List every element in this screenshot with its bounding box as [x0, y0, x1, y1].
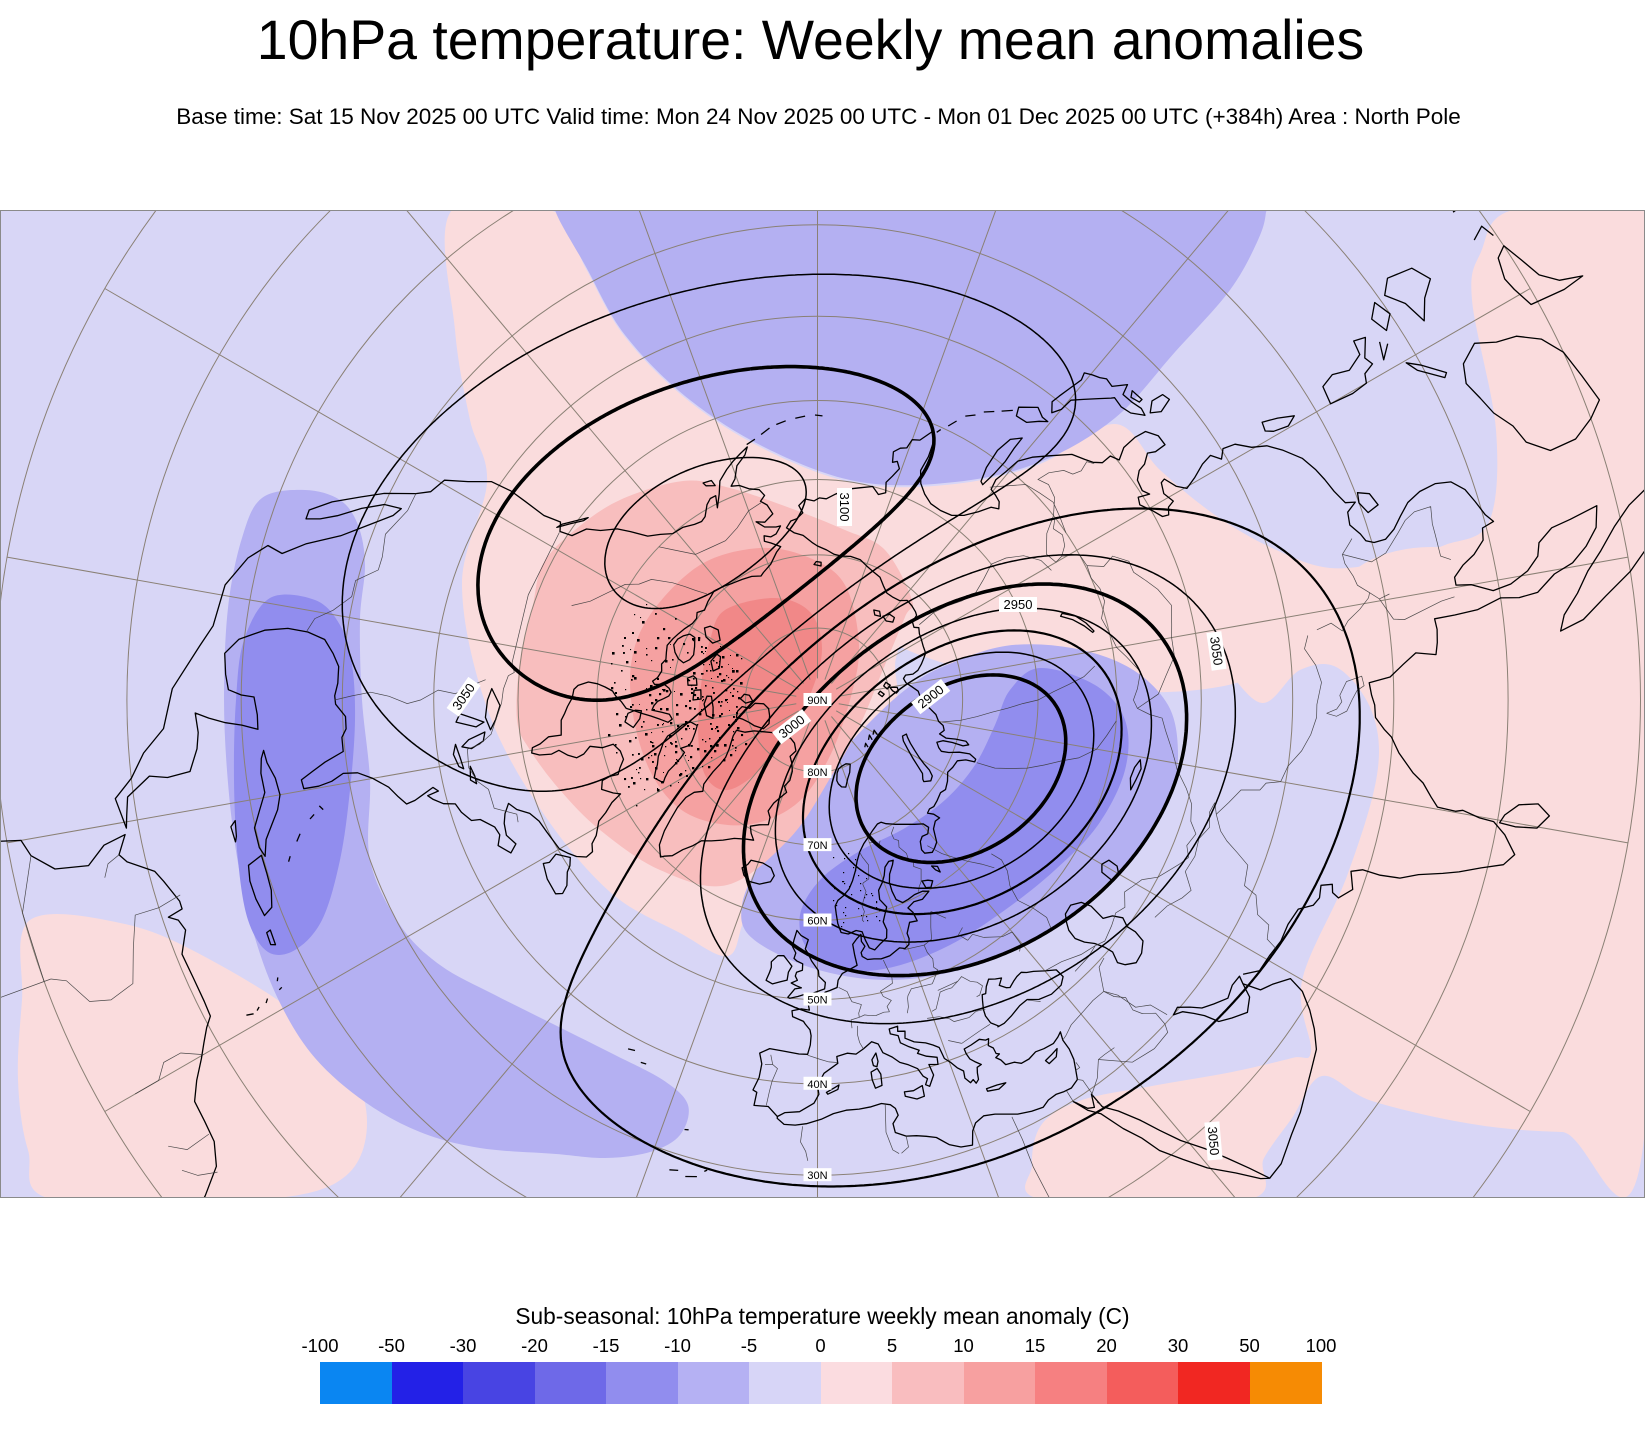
svg-text:60N: 60N: [807, 916, 827, 928]
svg-text:80N: 80N: [807, 767, 827, 779]
svg-text:90N: 90N: [807, 695, 827, 707]
svg-text:3100: 3100: [837, 493, 852, 522]
svg-text:3050: 3050: [1205, 1126, 1222, 1156]
svg-text:2950: 2950: [1004, 597, 1033, 612]
svg-text:3050: 3050: [1207, 636, 1226, 667]
svg-text:70N: 70N: [807, 840, 827, 852]
svg-text:40N: 40N: [807, 1079, 827, 1091]
svg-text:50N: 50N: [807, 995, 827, 1007]
svg-text:30N: 30N: [807, 1170, 827, 1182]
